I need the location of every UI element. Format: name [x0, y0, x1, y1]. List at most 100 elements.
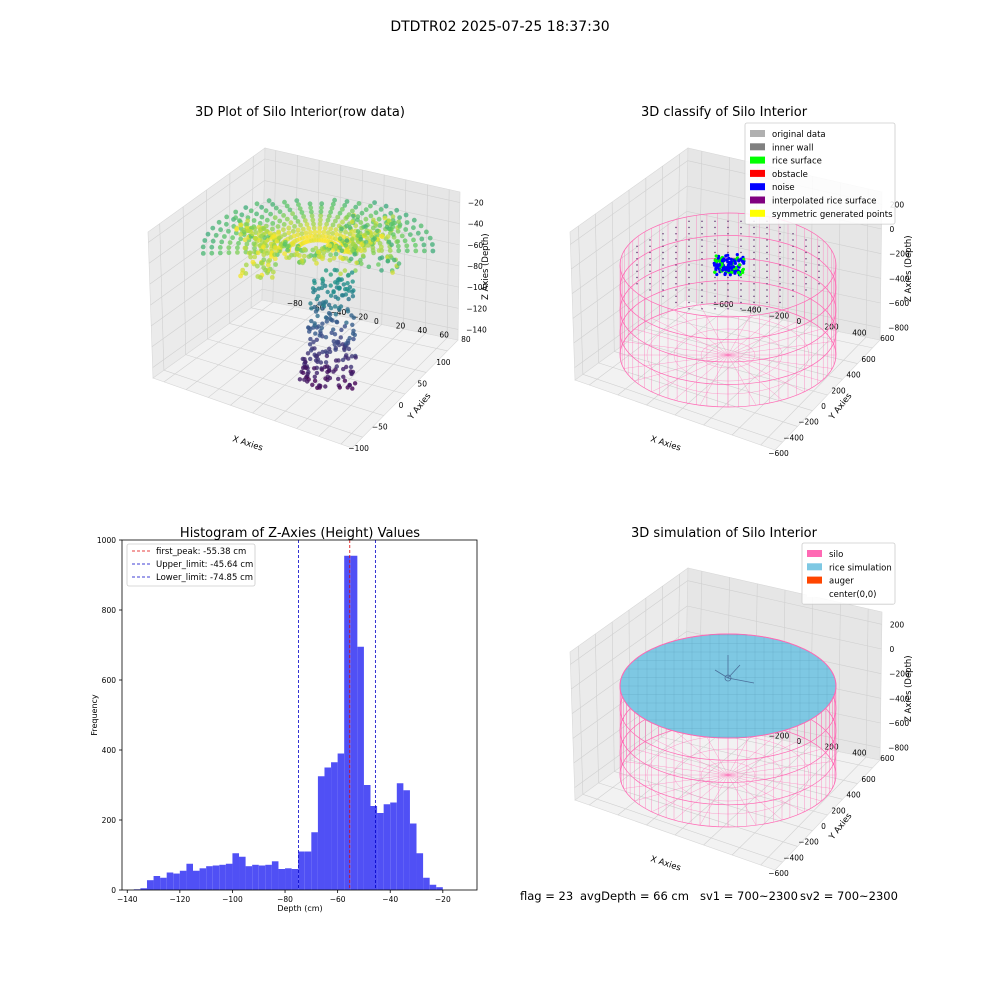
raw-point	[345, 273, 351, 278]
histogram-bar	[265, 864, 272, 890]
silo-floor-ring	[673, 748, 783, 802]
raw-point	[339, 226, 344, 232]
x-tick-label: −120	[170, 895, 191, 904]
surface-grid-dot	[740, 308, 742, 310]
raw-point	[281, 213, 286, 218]
z-tick-label: 0	[890, 645, 895, 654]
surface-grid-dot	[675, 295, 677, 297]
classified-point	[727, 269, 731, 273]
raw-point	[310, 382, 315, 387]
raw-point	[379, 255, 385, 260]
legend-label: center(0,0)	[829, 590, 877, 600]
surface-grid-dot	[714, 283, 716, 285]
surface-grid-dot	[662, 289, 664, 291]
surface-grid-dot	[649, 283, 651, 285]
raw-point	[396, 248, 402, 254]
histogram-bar	[232, 853, 240, 890]
raw-point	[213, 232, 219, 238]
silo-floor-ring	[646, 315, 810, 395]
raw-point	[242, 237, 248, 243]
surface-grid-dot	[740, 283, 742, 285]
auger-line	[727, 677, 755, 684]
histogram-bar	[291, 869, 299, 890]
raw-point	[328, 272, 333, 277]
surface-grid-dot	[688, 270, 690, 272]
raw-point	[333, 294, 338, 300]
raw-point	[332, 244, 338, 250]
histogram-frame	[121, 539, 478, 891]
raw-point	[344, 223, 349, 229]
classify-3d-zlabel: Z Axies (Depth)	[904, 235, 914, 302]
histogram-bar	[363, 785, 371, 890]
raw-point	[413, 242, 418, 248]
raw-point	[270, 202, 276, 207]
raw-point	[326, 230, 331, 236]
surface-grid-dot	[701, 239, 703, 241]
histogram-bar	[298, 851, 305, 890]
raw-point	[346, 338, 351, 343]
raw-point	[392, 257, 397, 263]
raw-point	[252, 254, 258, 260]
raw-point	[328, 293, 334, 298]
raw-point	[316, 351, 322, 356]
surface-grid-dot	[740, 251, 742, 254]
raw-point	[352, 381, 358, 386]
surface-grid-dot	[818, 270, 820, 272]
raw-point	[337, 385, 342, 390]
raw-point	[226, 250, 232, 256]
surface-grid-dot	[649, 258, 651, 260]
raw-point	[205, 231, 211, 237]
y-tick-label: 400	[852, 328, 867, 337]
raw-point	[324, 319, 329, 324]
surface-grid-dot	[675, 301, 677, 304]
histogram-bar	[350, 555, 358, 890]
raw-point	[315, 357, 321, 362]
y-tick-label: 0	[111, 886, 116, 895]
raw-point	[312, 346, 317, 351]
raw-point	[238, 236, 244, 242]
raw-point	[261, 252, 267, 258]
raw-point	[352, 252, 358, 257]
surface-grid-dot	[714, 289, 716, 291]
raw-point	[301, 253, 307, 259]
raw-point	[292, 215, 298, 220]
surface-grid-dot	[701, 233, 703, 235]
raw-point	[313, 245, 319, 251]
surface-grid-dot	[727, 226, 729, 229]
surface-grid-dot	[818, 283, 820, 285]
raw-point	[255, 250, 261, 256]
surface-grid-dot	[649, 276, 651, 279]
raw-point	[397, 215, 402, 221]
raw-point	[217, 245, 223, 250]
histogram-bar	[390, 802, 397, 890]
raw-point	[240, 267, 246, 273]
raw-point	[295, 219, 301, 224]
classified-point	[724, 254, 728, 258]
legend-box	[126, 543, 256, 587]
classified-point	[733, 259, 737, 263]
surface-grid-dot	[779, 251, 781, 254]
raw-point	[349, 371, 354, 377]
raw-point	[309, 318, 314, 324]
panel-histogram: Histogram of Z-Axies (Height) Values −14…	[90, 526, 478, 913]
raw-point	[342, 203, 348, 208]
z-tick-label: −800	[888, 324, 909, 333]
raw-point	[254, 201, 260, 207]
raw-point	[281, 222, 287, 227]
y-tick-label: 40	[418, 326, 428, 335]
raw-point	[296, 202, 301, 208]
raw-point	[316, 254, 322, 259]
surface-grid-dot	[740, 226, 742, 229]
classified-point	[733, 269, 738, 273]
raw-point	[328, 209, 333, 215]
raw-point	[358, 220, 364, 225]
classify-3d-xlabel: X Axies	[649, 434, 682, 453]
figure-suptitle: DTDTR02 2025-07-25 18:37:30	[390, 19, 609, 35]
raw-point	[318, 209, 324, 215]
classified-point	[716, 256, 720, 260]
grid-line	[340, 337, 448, 445]
raw-point	[330, 318, 335, 323]
surface-grid-dot	[805, 239, 807, 241]
raw-point	[236, 240, 241, 246]
